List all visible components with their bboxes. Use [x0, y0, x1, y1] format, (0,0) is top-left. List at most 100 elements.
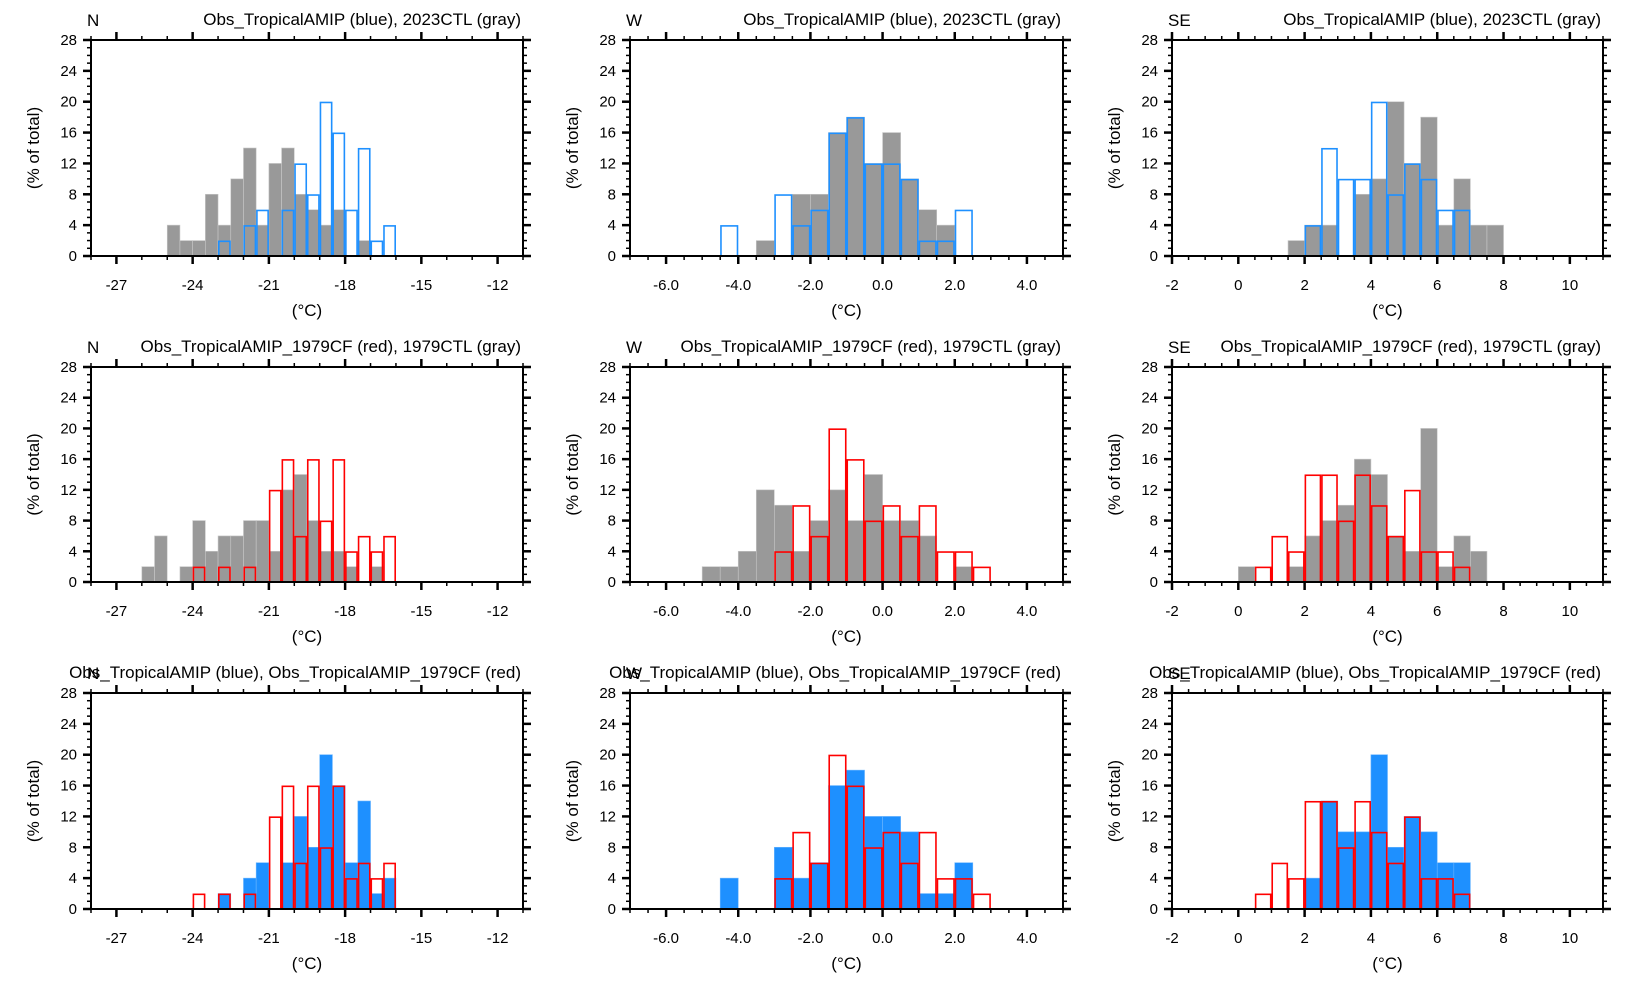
histogram-bar-gray [319, 224, 333, 257]
x-axis-label: (°C) [831, 301, 861, 320]
histogram-bar-blue [1354, 831, 1372, 910]
x-axis-label: (°C) [292, 301, 322, 320]
histogram-bar-gray [1354, 458, 1372, 583]
histogram-bar-gray [1436, 566, 1455, 583]
histogram-bar-gray [1403, 163, 1421, 257]
histogram-panel-row1-col1: -27 -24 -21 -18 -15 -12 0 4 8 12 16 20 24 28 (°C) (% of… [24, 10, 531, 320]
histogram-bar-gray [1453, 535, 1471, 583]
y-tick-label: 16 [599, 778, 616, 795]
histogram-bar-gray [255, 520, 270, 583]
region-label: N [87, 664, 99, 683]
histogram-bar-blue [846, 769, 865, 910]
x-tick-label: -15 [411, 277, 433, 294]
histogram-bar-gray [293, 193, 308, 257]
panel-title: Obs_TropicalAMIP (blue), 2023CTL (gray) [203, 10, 521, 29]
histogram-bar-gray [319, 550, 333, 583]
y-tick-label: 0 [1150, 901, 1158, 918]
y-tick-label: 0 [1150, 248, 1158, 265]
y-tick-label: 20 [60, 747, 77, 764]
histogram-bar-gray [1238, 566, 1256, 583]
y-tick-label: 4 [1150, 870, 1158, 887]
histogram-bar-gray [1287, 566, 1305, 583]
x-tick-label: 8 [1499, 277, 1507, 294]
histogram-bar-gray [243, 147, 257, 257]
histogram-bar-gray [154, 535, 168, 583]
y-tick-label: 24 [599, 63, 616, 80]
x-tick-label: 2 [1300, 930, 1308, 947]
y-axis-label: (% of total) [563, 433, 582, 515]
histogram-bar-gray [755, 489, 775, 583]
y-tick-label: 8 [1150, 513, 1158, 530]
y-tick-label: 24 [1141, 63, 1158, 80]
y-tick-label: 0 [608, 901, 616, 918]
histogram-bar-gray [719, 566, 739, 583]
y-tick-label: 4 [608, 543, 616, 560]
y-tick-label: 28 [599, 359, 616, 376]
x-tick-label: -24 [182, 277, 204, 294]
x-tick-label: -6.0 [653, 930, 679, 947]
y-tick-label: 8 [1150, 839, 1158, 856]
x-tick-label: -18 [334, 930, 356, 947]
x-tick-label: 0.0 [872, 603, 893, 620]
histogram-bar-gray [205, 550, 219, 583]
histogram-bar-gray [255, 224, 270, 257]
histogram-bar-gray [217, 535, 232, 583]
x-tick-label: 10 [1562, 930, 1579, 947]
y-tick-label: 12 [599, 808, 616, 825]
x-tick-label: 0.0 [872, 930, 893, 947]
histogram-panel-row2-col1: -27 -24 -21 -18 -15 -12 0 4 8 12 16 20 24 28 (°C) (% of… [24, 337, 531, 646]
histogram-bar-blue [864, 816, 883, 910]
histogram-bar-gray [1370, 474, 1388, 583]
y-tick-label: 28 [599, 32, 616, 49]
histogram-bar-gray [792, 550, 811, 583]
y-tick-label: 0 [1150, 574, 1158, 591]
x-tick-label: -6.0 [653, 603, 679, 620]
histogram-bar-gray [179, 240, 193, 257]
histogram-bar-blue [1403, 816, 1421, 910]
histogram-bar-gray [1337, 504, 1355, 583]
histogram-bar-red-outline [972, 566, 991, 583]
histogram-bar-gray [1436, 224, 1455, 257]
y-tick-label: 20 [1141, 94, 1158, 111]
y-axis-label: (% of total) [24, 760, 43, 842]
x-tick-label: -21 [258, 277, 280, 294]
histogram-bar-gray [864, 474, 883, 583]
y-tick-label: 16 [1141, 451, 1158, 468]
histogram-bar-blue [319, 754, 333, 910]
histogram-bar-gray [281, 147, 295, 257]
histogram-bar-blue [936, 893, 956, 910]
x-tick-label: 0 [1234, 930, 1242, 947]
histogram-bar-blue [332, 785, 346, 910]
panel-title: Obs_TropicalAMIP (blue), Obs_TropicalAMI… [1149, 663, 1601, 682]
y-tick-label: 28 [1141, 32, 1158, 49]
y-tick-label: 20 [599, 420, 616, 437]
histogram-bar-gray [1470, 550, 1488, 583]
x-tick-label: 6 [1433, 603, 1441, 620]
histogram-bar-blue-outline [345, 209, 358, 257]
y-tick-label: 24 [60, 716, 77, 733]
histogram-bar-red-outline [383, 535, 396, 583]
y-axis-label: (% of total) [24, 107, 43, 189]
histogram-bar-blue-outline [774, 194, 793, 257]
y-axis-label: (% of total) [563, 107, 582, 189]
x-tick-label: -12 [487, 603, 509, 620]
histogram-bar-blue-outline [954, 209, 973, 257]
y-tick-label: 16 [1141, 125, 1158, 142]
y-tick-label: 8 [69, 839, 77, 856]
x-tick-label: 4.0 [1016, 277, 1037, 294]
y-tick-label: 28 [599, 685, 616, 702]
y-tick-label: 0 [608, 574, 616, 591]
y-tick-label: 20 [599, 747, 616, 764]
histogram-bar-blue [1420, 831, 1438, 910]
region-label: N [87, 338, 99, 357]
histogram-bar-blue [1337, 831, 1355, 910]
y-tick-label: 20 [1141, 747, 1158, 764]
histogram-bar-gray [828, 132, 847, 257]
histogram-bar-blue [918, 893, 938, 910]
y-tick-label: 20 [60, 420, 77, 437]
x-tick-label: 2.0 [944, 277, 965, 294]
y-tick-label: 24 [60, 63, 77, 80]
histogram-panel-row2-col2: -6.0 -4.0 -2.0 0.0 2.0 4.0 0 4 8 12 16 20 24 28 (°C) (%… [563, 337, 1071, 646]
histogram-bar-gray [1420, 428, 1438, 583]
